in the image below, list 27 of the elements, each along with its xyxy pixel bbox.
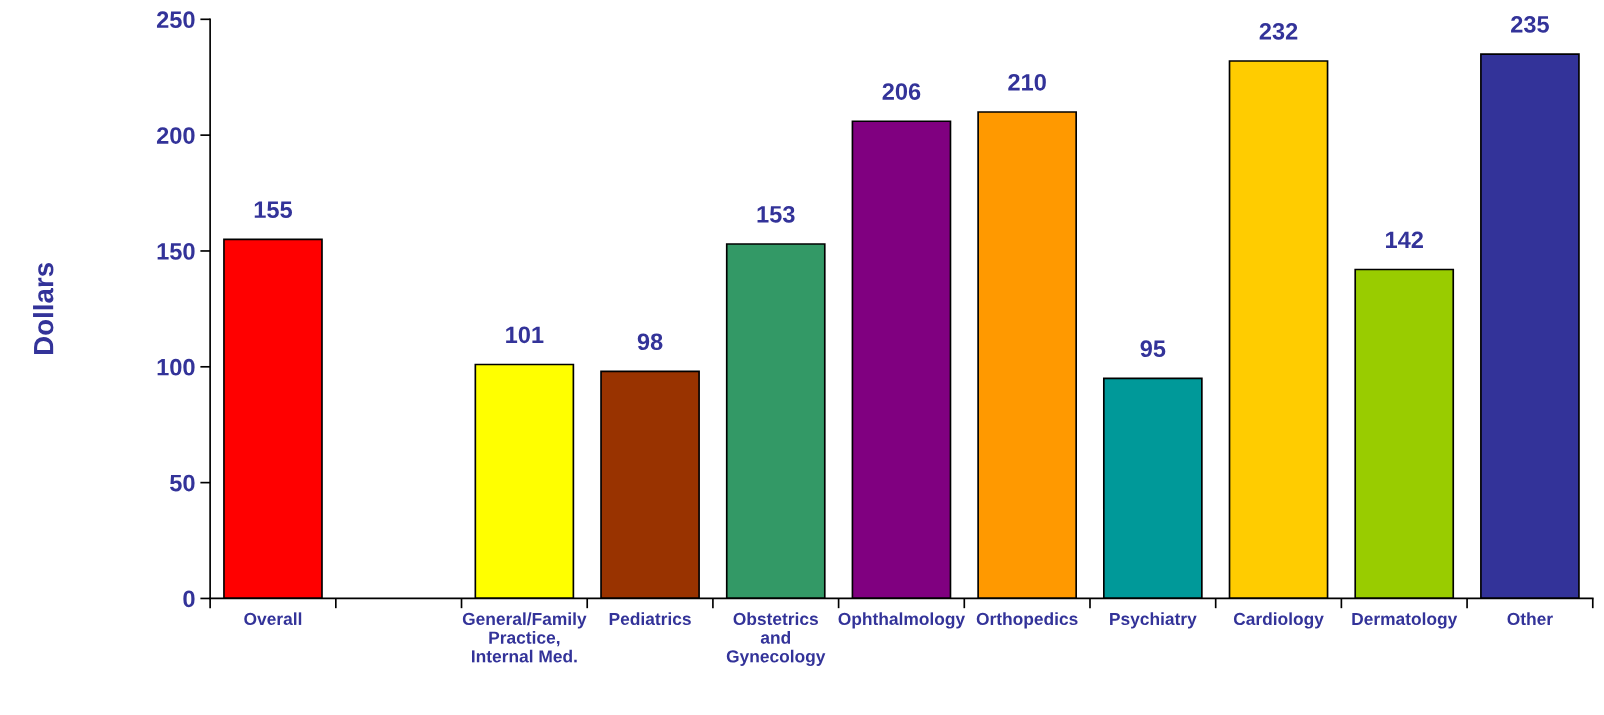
y-tick-label: 0 — [183, 590, 195, 608]
y-tick-label: 50 — [170, 474, 195, 492]
y-axis-title: Dollars — [33, 262, 54, 355]
x-tick-label: General/Family Practice, Internal Med. — [462, 612, 587, 663]
x-tick-label: Dermatology — [1352, 612, 1458, 629]
y-tick-label: 100 — [157, 358, 195, 376]
x-tick-label: Ophthalmology — [838, 612, 966, 629]
data-label: 235 — [1511, 16, 1549, 33]
data-label: 206 — [882, 83, 921, 100]
y-tick-label: 250 — [156, 11, 195, 29]
x-tick-label: Overall — [244, 612, 302, 626]
y-tick-label: 150 — [157, 243, 195, 260]
data-label: 142 — [1386, 231, 1423, 248]
y-tick-label: 200 — [156, 127, 195, 144]
x-tick-label: Other — [1507, 612, 1553, 626]
data-label: 101 — [506, 326, 544, 344]
x-tick-label: Pediatrics — [609, 612, 691, 626]
x-tick-label: Orthopedics — [976, 612, 1078, 629]
x-tick-label: Obstetrics and Gynecology — [726, 612, 826, 666]
x-tick-label: Psychiatry — [1110, 612, 1197, 629]
data-label: 153 — [757, 205, 795, 223]
data-label: 155 — [254, 201, 293, 219]
data-label: 98 — [637, 333, 663, 351]
data-label: 95 — [1140, 340, 1166, 358]
x-tick-label: Cardiology — [1233, 612, 1324, 629]
data-label: 232 — [1259, 22, 1298, 40]
data-label: 210 — [1008, 73, 1046, 91]
